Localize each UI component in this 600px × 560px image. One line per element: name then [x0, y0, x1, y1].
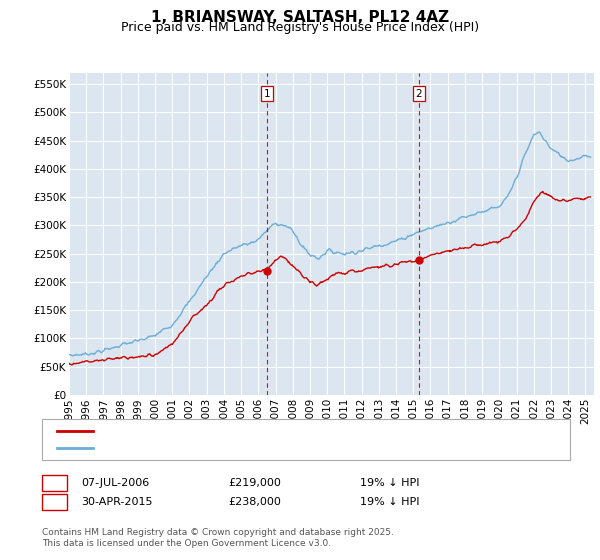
- Text: 2: 2: [51, 497, 58, 507]
- Text: £219,000: £219,000: [228, 478, 281, 488]
- Text: Price paid vs. HM Land Registry's House Price Index (HPI): Price paid vs. HM Land Registry's House …: [121, 21, 479, 34]
- Text: 1, BRIANSWAY, SALTASH, PL12 4AZ: 1, BRIANSWAY, SALTASH, PL12 4AZ: [151, 10, 449, 25]
- Text: 07-JUL-2006: 07-JUL-2006: [81, 478, 149, 488]
- Text: 1, BRIANSWAY, SALTASH, PL12 4AZ (detached house): 1, BRIANSWAY, SALTASH, PL12 4AZ (detache…: [99, 426, 396, 436]
- Text: 30-APR-2015: 30-APR-2015: [81, 497, 152, 507]
- Text: 2: 2: [416, 88, 422, 99]
- Text: 19% ↓ HPI: 19% ↓ HPI: [360, 478, 419, 488]
- Text: HPI: Average price, detached house, Cornwall: HPI: Average price, detached house, Corn…: [99, 443, 353, 453]
- Text: 19% ↓ HPI: 19% ↓ HPI: [360, 497, 419, 507]
- Text: £238,000: £238,000: [228, 497, 281, 507]
- Text: 1: 1: [51, 478, 58, 488]
- Text: 1: 1: [264, 88, 271, 99]
- Text: Contains HM Land Registry data © Crown copyright and database right 2025.
This d: Contains HM Land Registry data © Crown c…: [42, 528, 394, 548]
